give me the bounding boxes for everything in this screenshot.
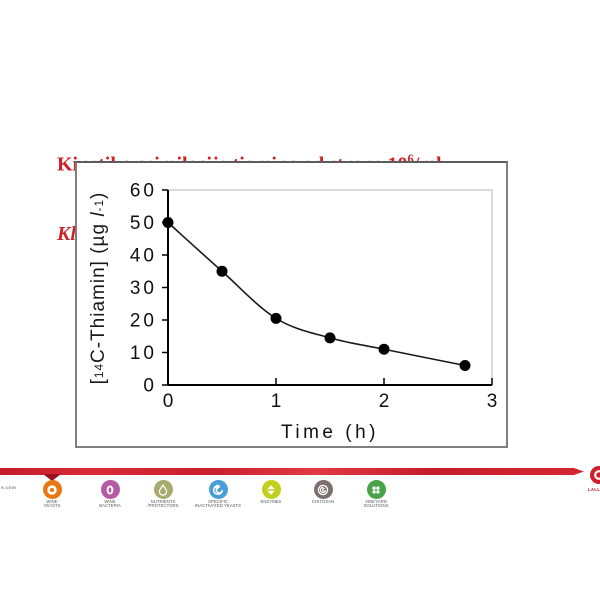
wine-bacteria-icon — [100, 480, 120, 499]
chitosan-icon — [313, 480, 333, 499]
y-tick-label: 60 — [130, 181, 157, 202]
data-point — [324, 332, 336, 344]
x-tick-label: 0 — [163, 391, 174, 412]
data-point — [216, 265, 228, 277]
footer-arrow-marker-icon — [43, 474, 61, 481]
wine-yeasts-icon — [42, 480, 62, 499]
specific-inactivated-yeasts-label: SPECIFIC INACTIVATED YEASTS — [186, 500, 251, 509]
brand-logo-icon — [590, 466, 600, 484]
x-tick-label: 1 — [271, 391, 282, 412]
website-fragment: e.com — [1, 486, 17, 491]
data-point — [459, 360, 471, 371]
text-segment: -1 — [92, 198, 106, 212]
text-segment: l — [88, 211, 109, 217]
chart-plot-area: 0 10 20 30 40 50 60 0 1 2 3 Time (h) — [130, 181, 498, 444]
brand-name: LALLEMAND — [588, 488, 600, 493]
enzymes-icon — [261, 480, 281, 499]
data-point — [378, 343, 390, 355]
data-point — [270, 312, 282, 324]
label-line: WINE — [46, 500, 58, 505]
text-segment: C-Thiamin] (µg — [88, 216, 109, 363]
vineyard-solutions-icon — [366, 480, 386, 499]
label-line: VINEYARD — [365, 500, 387, 505]
y-tick-label: 20 — [130, 311, 157, 332]
nutrients-protectors-icon — [153, 480, 173, 499]
label-line: CHITOSAN — [311, 500, 335, 505]
label-line: ENZYMES — [260, 500, 282, 505]
label-line: INACTIVATED YEASTS — [194, 504, 242, 509]
text-segment: ) — [88, 191, 109, 199]
data-point — [162, 217, 174, 228]
x-tick-label: 2 — [379, 391, 390, 412]
label-line: NUTRIENTS — [150, 500, 176, 505]
wine-yeasts-label: WINE YEASTS — [20, 500, 85, 509]
text-segment: 14 — [92, 362, 106, 379]
enzymes-label: ENZYMES — [239, 500, 304, 505]
y-tick-label: 30 — [130, 278, 157, 299]
chitosan-label: CHITOSAN — [291, 500, 356, 505]
text-segment: 6 — [407, 152, 414, 166]
y-tick-label: 40 — [130, 246, 157, 267]
wine-bacteria-label: WINE BACTERIA — [78, 500, 143, 509]
label-line: /PROTECTORS — [147, 504, 179, 509]
label-line: WINE — [104, 500, 116, 505]
text-segment: [ — [88, 378, 109, 385]
y-tick-label: 0 — [143, 376, 157, 397]
plot-frame — [167, 189, 493, 386]
thiamin-kinetics-chart: 0 10 20 30 40 50 60 0 1 2 3 Time (h) [14 C-Thiamin] … — [75, 161, 508, 448]
brand-logo-glyph — [594, 470, 600, 480]
footer-red-bar — [0, 468, 584, 475]
y-tick-label: 10 — [130, 343, 157, 364]
label-line: YEASTS — [43, 504, 61, 509]
vineyard-solutions-label: VINEYARD SOLUTIONS — [344, 500, 409, 509]
nutrients-protectors-label: NUTRIENTS/PROTECTORS — [131, 500, 196, 509]
y-axis-title: [14 C-Thiamin] (µg l -1) — [77, 157, 121, 419]
label-line: SPECIFIC — [208, 500, 228, 505]
x-tick-label: 3 — [487, 391, 498, 412]
label-line: SOLUTIONS — [363, 504, 389, 509]
label-line: BACTERIA — [99, 504, 121, 509]
y-tick-label: 50 — [130, 213, 157, 234]
x-axis-title: Time (h) — [281, 422, 379, 443]
fit-curve — [167, 221, 466, 367]
specific-inactivated-yeasts-icon — [208, 480, 228, 499]
